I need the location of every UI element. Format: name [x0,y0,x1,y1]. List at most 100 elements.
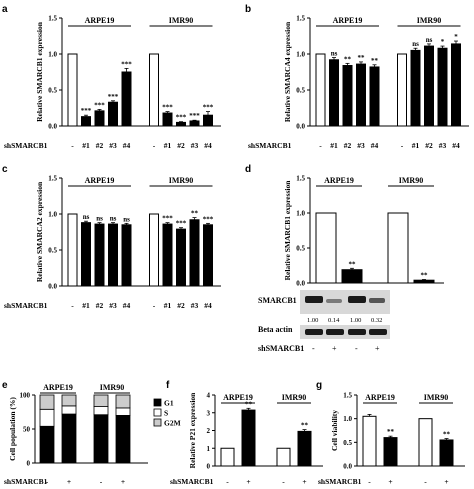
g-group-label: IMR90 [424,393,448,402]
a-category-label: #2 [177,141,185,150]
e-stack-segment [115,407,131,416]
c-y-tick-label: 0.0 [48,283,57,291]
c-category-label: #3 [191,301,199,310]
b-significance-label: ** [358,54,366,62]
b-bar [329,59,339,127]
f-category-label: - [282,477,285,486]
a-category-label: #1 [82,141,90,150]
c-category-label: #4 [123,301,131,310]
g-y-axis-label: Cell viability [330,410,339,451]
c-y-tick-label: 1.5 [48,175,57,183]
c-category-label: - [71,301,74,310]
a-significance-label: *** [189,112,200,120]
panel-label-e: e [2,380,8,391]
blot-row-label-beta-actin: Beta actin [258,325,293,334]
e-stack-segment [61,405,77,415]
a-bar [81,116,91,127]
e-category-label: - [46,477,49,486]
e-legend-label: S [164,409,168,418]
b-category-label: #1 [330,141,338,150]
a-group-label: ARPE19 [85,16,115,25]
e-category-label: - [100,477,103,486]
f-bar [220,447,235,467]
a-bar [108,101,118,127]
f-bar [297,430,312,467]
b-significance-label: * [441,38,445,46]
f-significance-label: ** [301,422,309,430]
f-significance-label: ** [245,400,253,408]
a-bar [162,112,173,127]
blot-strip-actin [300,325,390,339]
blot-band-smarcb1-2 [326,299,342,303]
c-y-tick-label: 0.5 [48,247,57,255]
b-group-label: ARPE19 [333,16,363,25]
b-y-tick-label: 1.0 [296,51,305,59]
a-category-label: - [153,141,156,150]
g-x-row-label: shSMARCB1 [318,477,362,486]
g-bar [439,439,454,467]
blot-band-smarcb1-3 [348,296,366,303]
c-x-row-label: shSMARCB1 [4,301,48,310]
e-category-label: + [67,477,71,486]
c-y-axis-label: Relative SMARCA2 expression [35,181,44,282]
e-group-label: IMR90 [100,383,124,392]
a-bar [121,71,132,127]
a-bar [149,53,159,127]
e-stack-segment [39,425,55,464]
e-stack-segment [61,413,77,464]
b-category-label: #4 [452,141,460,150]
c-bar [121,224,132,287]
g-category-label: - [368,477,371,486]
b-bar [397,53,407,127]
d-bar [341,269,363,284]
panel-label-b: b [245,4,251,15]
b-category-label: - [401,141,404,150]
a-significance-label: *** [121,60,132,68]
a-y-axis-label: Relative SMARCB1 expression [35,21,44,122]
f-category-label: - [226,477,229,486]
d-y-tick-label: 0.0 [296,280,305,288]
e-legend-swatch [153,398,162,407]
b-y-axis-label: Relative SMARCA4 expression [283,21,292,122]
c-significance-label: ns [123,215,130,223]
e-x-row-label: shSMARCB1 [4,477,48,486]
a-category-label: #2 [96,141,104,150]
b-y-tick-label: 1.5 [296,15,305,23]
f-y-tick-label: 1 [207,445,211,453]
g-y-tick-label: 0.0 [343,463,352,471]
f-category-label: + [302,477,306,486]
e-legend-swatch [153,418,162,427]
panel-d-chart: 0.0 0.5 1.0 1.5 Relative SMARCB1 expression *… [283,175,444,288]
a-category-label: #3 [191,141,199,150]
a-significance-label: *** [203,104,214,112]
b-category-label: - [319,141,322,150]
d-bar [387,212,409,284]
b-category-label: #3 [357,141,365,150]
e-category-label: + [121,477,125,486]
c-category-label: #1 [82,301,90,310]
d-y-tick-label: 1.5 [296,175,305,183]
f-y-tick-label: 2 [207,427,211,435]
c-bar [189,219,200,287]
b-significance-label: * [454,33,458,41]
f-y-tick-label: 4 [207,392,211,400]
d-y-tick-label: 1.0 [296,210,305,218]
g-significance-label: ** [443,431,451,439]
c-bar [94,223,105,287]
blot-quant-1: 1.00 [307,317,318,324]
e-stack-segment [39,408,55,427]
d-y-tick-label: 0.5 [296,245,305,253]
b-category-label: #1 [412,141,420,150]
b-significance-label: ns [426,36,433,44]
b-category-label: #2 [344,141,352,150]
blot-band-actin-2 [326,329,344,335]
c-category-label: #4 [204,301,212,310]
panel-b-chart: 0.0 0.5 1.0 1.5 Relative SMARCA4 expression -… [248,15,469,150]
panel-g-chart: 0.0 0.5 1.0 1.5 Cell viability - ** + ARPE19 - ** +… [318,392,465,486]
f-group-label: IMR90 [282,393,306,402]
c-category-label: #2 [177,301,185,310]
western-blot: SMARCB1 1.00 0.14 1.00 0.32 Beta actin s… [258,290,390,353]
g-bar [418,418,433,467]
blot-quant-3: 1.00 [350,317,361,324]
